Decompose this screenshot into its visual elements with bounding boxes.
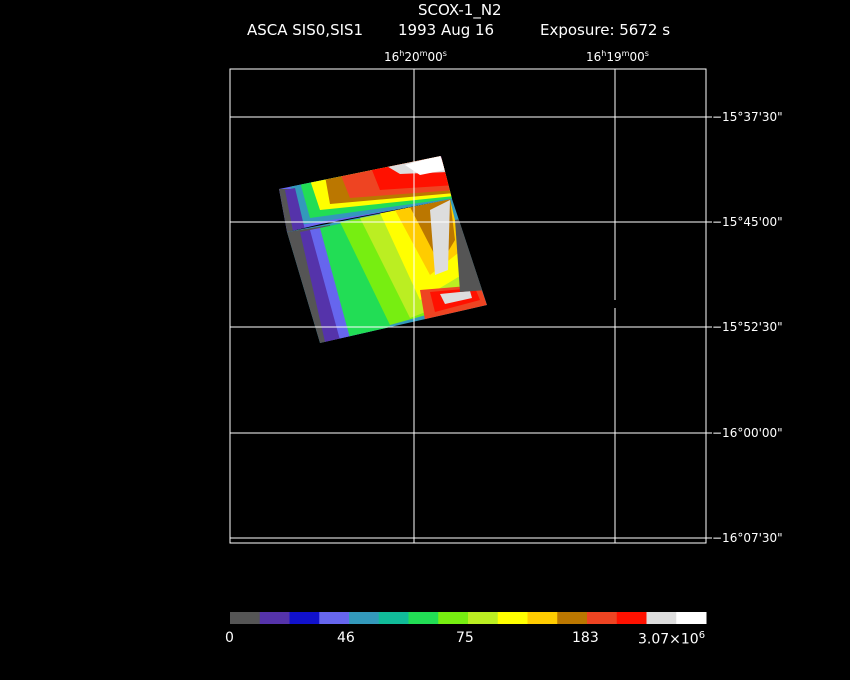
colorbar-swatch [646, 612, 677, 624]
detector-image-sis1 [287, 199, 487, 343]
colorbar-label-min: 0 [225, 630, 234, 646]
colorbar-swatch [408, 612, 439, 624]
colorbar-label: 75 [456, 630, 474, 646]
exposure-label: Exposure: 5672 s [540, 21, 671, 39]
coordinate-grid [230, 69, 706, 543]
colorbar-label-max: 3.07×106 [638, 630, 706, 648]
colorbar-swatch [676, 612, 707, 624]
colorbar-swatch [230, 612, 261, 624]
image-title: SCOX-1_N2 [418, 1, 502, 19]
dec-tick-marks [706, 116, 712, 539]
dec-tick-label: −15°45'00" [712, 215, 783, 229]
colorbar-swatch [438, 612, 469, 624]
colorbar-swatch [259, 612, 290, 624]
colorbar-swatch [616, 612, 647, 624]
dec-tick-label: −15°52'30" [712, 320, 783, 334]
colorbar-swatch [468, 612, 499, 624]
observation-date: 1993 Aug 16 [398, 21, 495, 39]
colorbar-swatch [557, 612, 588, 624]
colorbar [230, 612, 707, 624]
colorbar-swatch [587, 612, 618, 624]
dec-tick-label: −16°07'30" [712, 531, 783, 545]
colorbar-swatch [378, 612, 409, 624]
colorbar-label: 46 [337, 630, 355, 646]
colorbar-swatch [497, 612, 528, 624]
instrument-label: ASCA SIS0,SIS1 [247, 21, 364, 39]
colorbar-label: 183 [572, 630, 599, 646]
dec-tick-label: −15°37'30" [712, 110, 783, 124]
dec-tick-label: −16°00'00" [712, 426, 783, 440]
colorbar-swatch [349, 612, 380, 624]
colorbar-swatch [527, 612, 558, 624]
ra-tick-label: 16h19m00s [586, 49, 649, 64]
ra-tick-label: 16h20m00s [384, 49, 447, 64]
colorbar-swatch [319, 612, 350, 624]
plot-frame [229, 68, 707, 544]
colorbar-swatch [289, 612, 320, 624]
